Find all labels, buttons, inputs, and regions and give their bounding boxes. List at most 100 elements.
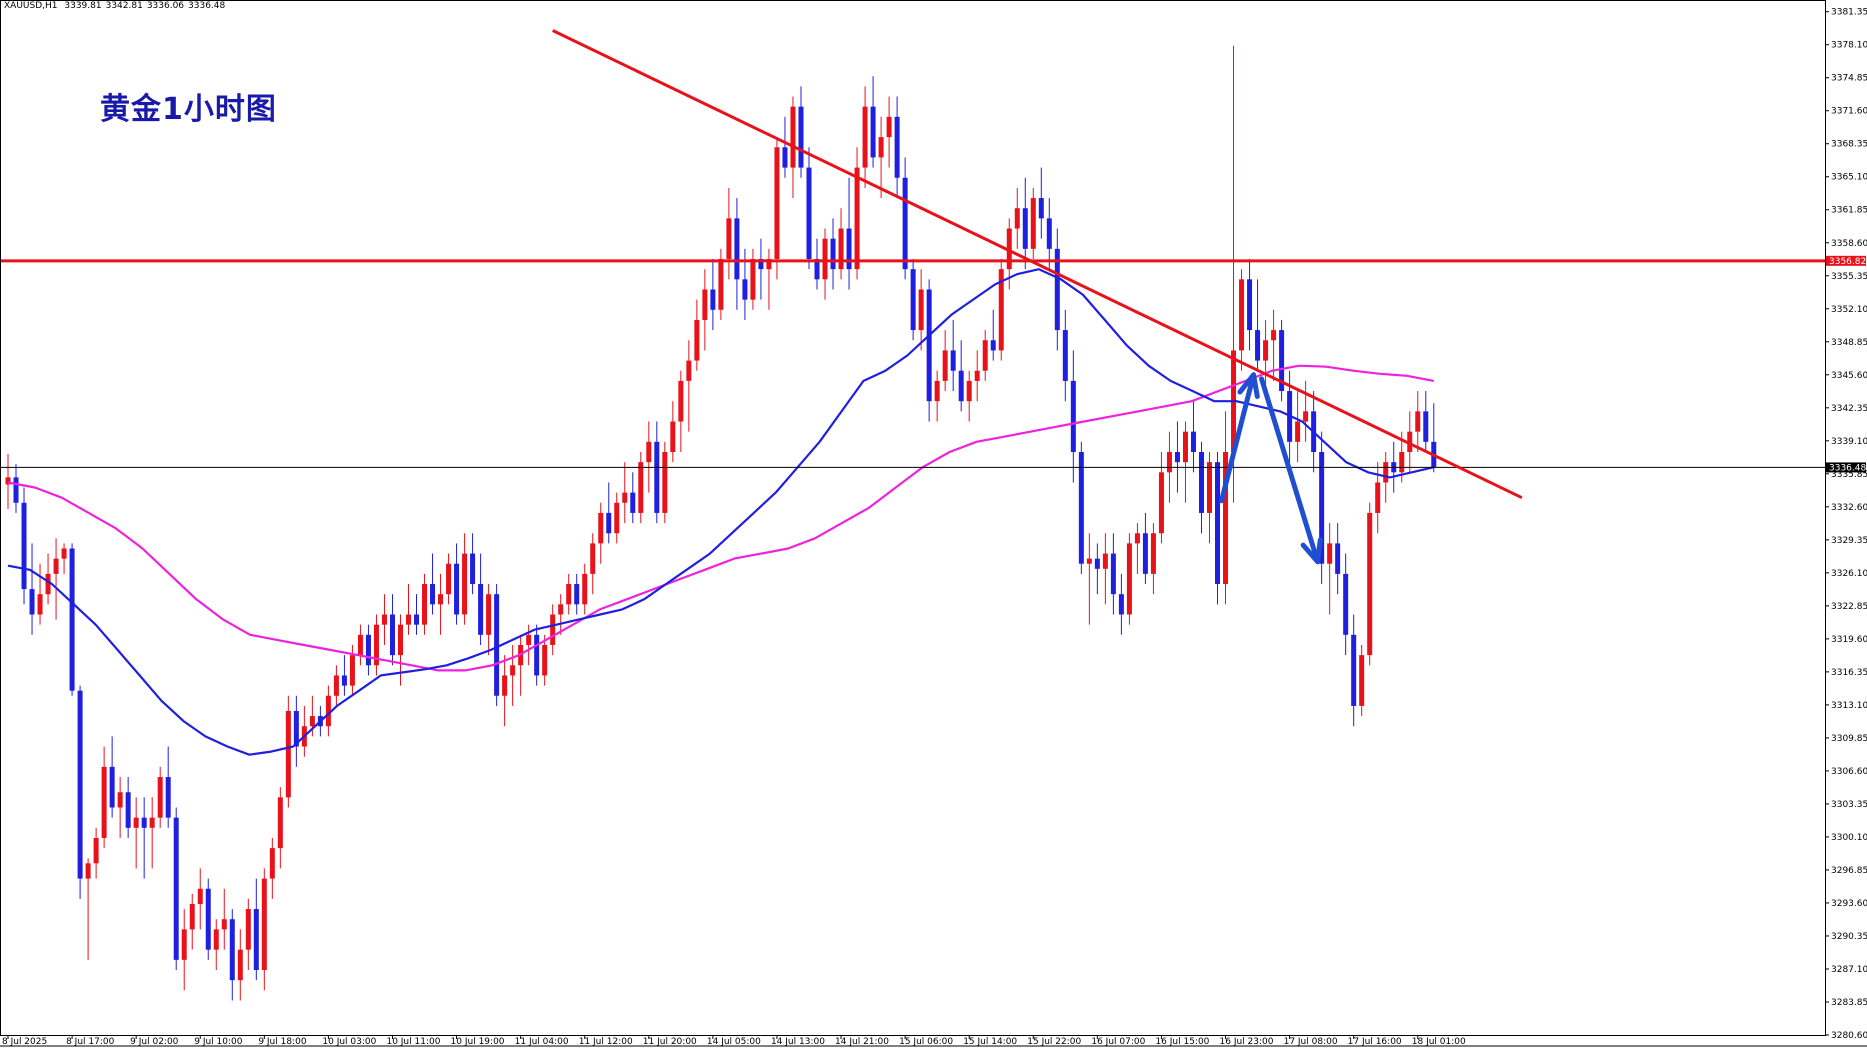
y-tick-label: 3381.35 — [1831, 8, 1867, 18]
candle-body — [213, 929, 219, 950]
candle-body — [1271, 330, 1277, 341]
candle-body — [926, 289, 932, 402]
y-tick-label: 3342.35 — [1831, 404, 1867, 414]
candle-body — [1247, 279, 1253, 331]
candle-body — [1399, 451, 1405, 473]
candle-body — [670, 421, 676, 452]
x-tick-label: 9 Jul 18:00 — [258, 1037, 307, 1047]
candle-body — [526, 634, 532, 645]
candle-body — [910, 269, 916, 331]
candle-body — [678, 380, 684, 422]
candle-body — [1359, 655, 1365, 706]
y-tick-label: 3332.60 — [1831, 503, 1867, 513]
candle-body — [726, 218, 732, 260]
candle-body — [590, 543, 596, 574]
y-tick-label: 3368.35 — [1831, 140, 1867, 150]
y-tick-label: 3303.35 — [1831, 800, 1867, 810]
candle-body — [1295, 421, 1301, 442]
y-tick-label: 3306.60 — [1831, 767, 1867, 777]
candle-body — [125, 792, 131, 828]
low-value: 3336.06 — [146, 1, 185, 11]
candle-body — [558, 604, 564, 615]
candle-body — [1263, 340, 1269, 361]
x-tick-label: 8 Jul 2025 — [2, 1037, 47, 1047]
y-tick-label: 3280.60 — [1831, 1031, 1867, 1041]
candle-body — [638, 462, 644, 513]
candle-body — [478, 584, 484, 635]
candle-body — [1375, 482, 1381, 513]
candle-body — [462, 553, 468, 615]
candle-body — [173, 817, 179, 960]
candle-body — [1327, 543, 1333, 564]
candle-body — [550, 614, 556, 645]
candle-body — [1006, 228, 1012, 270]
candle-body — [189, 903, 195, 930]
high-value: 3342.81 — [105, 1, 143, 11]
candle-body — [662, 451, 668, 513]
candle-body — [37, 594, 43, 615]
candle-body — [1166, 451, 1172, 473]
candle-body — [414, 614, 420, 625]
candle-body — [838, 228, 844, 270]
candle-body — [574, 584, 580, 605]
candle-body — [1383, 462, 1389, 483]
candle-body — [293, 710, 299, 747]
y-tick-label: 3293.60 — [1831, 899, 1867, 909]
candle-body — [285, 710, 291, 798]
candle-body — [1223, 451, 1229, 585]
candle-body — [5, 477, 11, 485]
candle-body — [1335, 543, 1341, 574]
candle-body — [942, 350, 948, 381]
candle-body — [133, 817, 139, 828]
y-tick-label: 3287.10 — [1831, 965, 1867, 975]
candle-body — [646, 441, 652, 463]
candle-body — [430, 584, 436, 605]
y-tick-label: 3329.35 — [1831, 536, 1867, 546]
candle-body — [1343, 573, 1349, 635]
resistance-price-tag — [1826, 255, 1866, 266]
candle-body — [397, 624, 403, 656]
candle-body — [1255, 330, 1261, 361]
moving-averages-layer — [7, 268, 1435, 756]
x-tick-label: 10 Jul 19:00 — [451, 1037, 505, 1047]
candle-body — [229, 919, 235, 981]
candle-body — [630, 492, 636, 513]
candle-body — [21, 502, 27, 590]
candle-body — [454, 563, 460, 615]
candle-body — [1239, 279, 1245, 351]
candle-body — [1142, 533, 1148, 574]
candle-body — [774, 147, 780, 260]
candle-body — [446, 563, 452, 595]
candle-body — [1014, 208, 1020, 229]
x-tick-label: 17 Jul 08:00 — [1284, 1037, 1338, 1047]
x-tick-label: 8 Jul 17:00 — [66, 1037, 115, 1047]
y-tick-label: 3348.85 — [1831, 338, 1867, 348]
x-tick-label: 14 Jul 21:00 — [835, 1037, 889, 1047]
x-tick-label: 16 Jul 23:00 — [1220, 1037, 1274, 1047]
candle-body — [734, 218, 740, 280]
candle-body — [422, 584, 428, 625]
candle-body — [333, 675, 339, 696]
x-tick-label: 14 Jul 13:00 — [771, 1037, 825, 1047]
forecast-up-arrow-head — [1237, 372, 1260, 399]
candle-body — [13, 477, 19, 503]
candle-body — [814, 259, 820, 280]
candle-body — [846, 228, 852, 270]
resistance-price-label: 3356.82 — [1829, 257, 1866, 267]
open-value: 3339.81 — [64, 1, 102, 11]
chart-header: XAUUSD,H1 3339.81 3342.81 3336.06 3336.48 — [4, 1, 229, 11]
candle-body — [221, 919, 227, 930]
candle-body — [109, 766, 115, 808]
candle-body — [1078, 451, 1084, 564]
annotation-lines-layer: 3356.82 3336.48 — [0, 29, 1866, 565]
candle-body — [494, 594, 500, 696]
candle-body — [1207, 462, 1212, 513]
x-tick-label: 16 Jul 15:00 — [1155, 1037, 1209, 1047]
candle-body — [389, 614, 395, 656]
candle-body — [1174, 451, 1180, 463]
candle-body — [205, 888, 211, 950]
candle-body — [438, 594, 444, 605]
candle-body — [606, 512, 612, 534]
candle-body — [878, 137, 884, 158]
